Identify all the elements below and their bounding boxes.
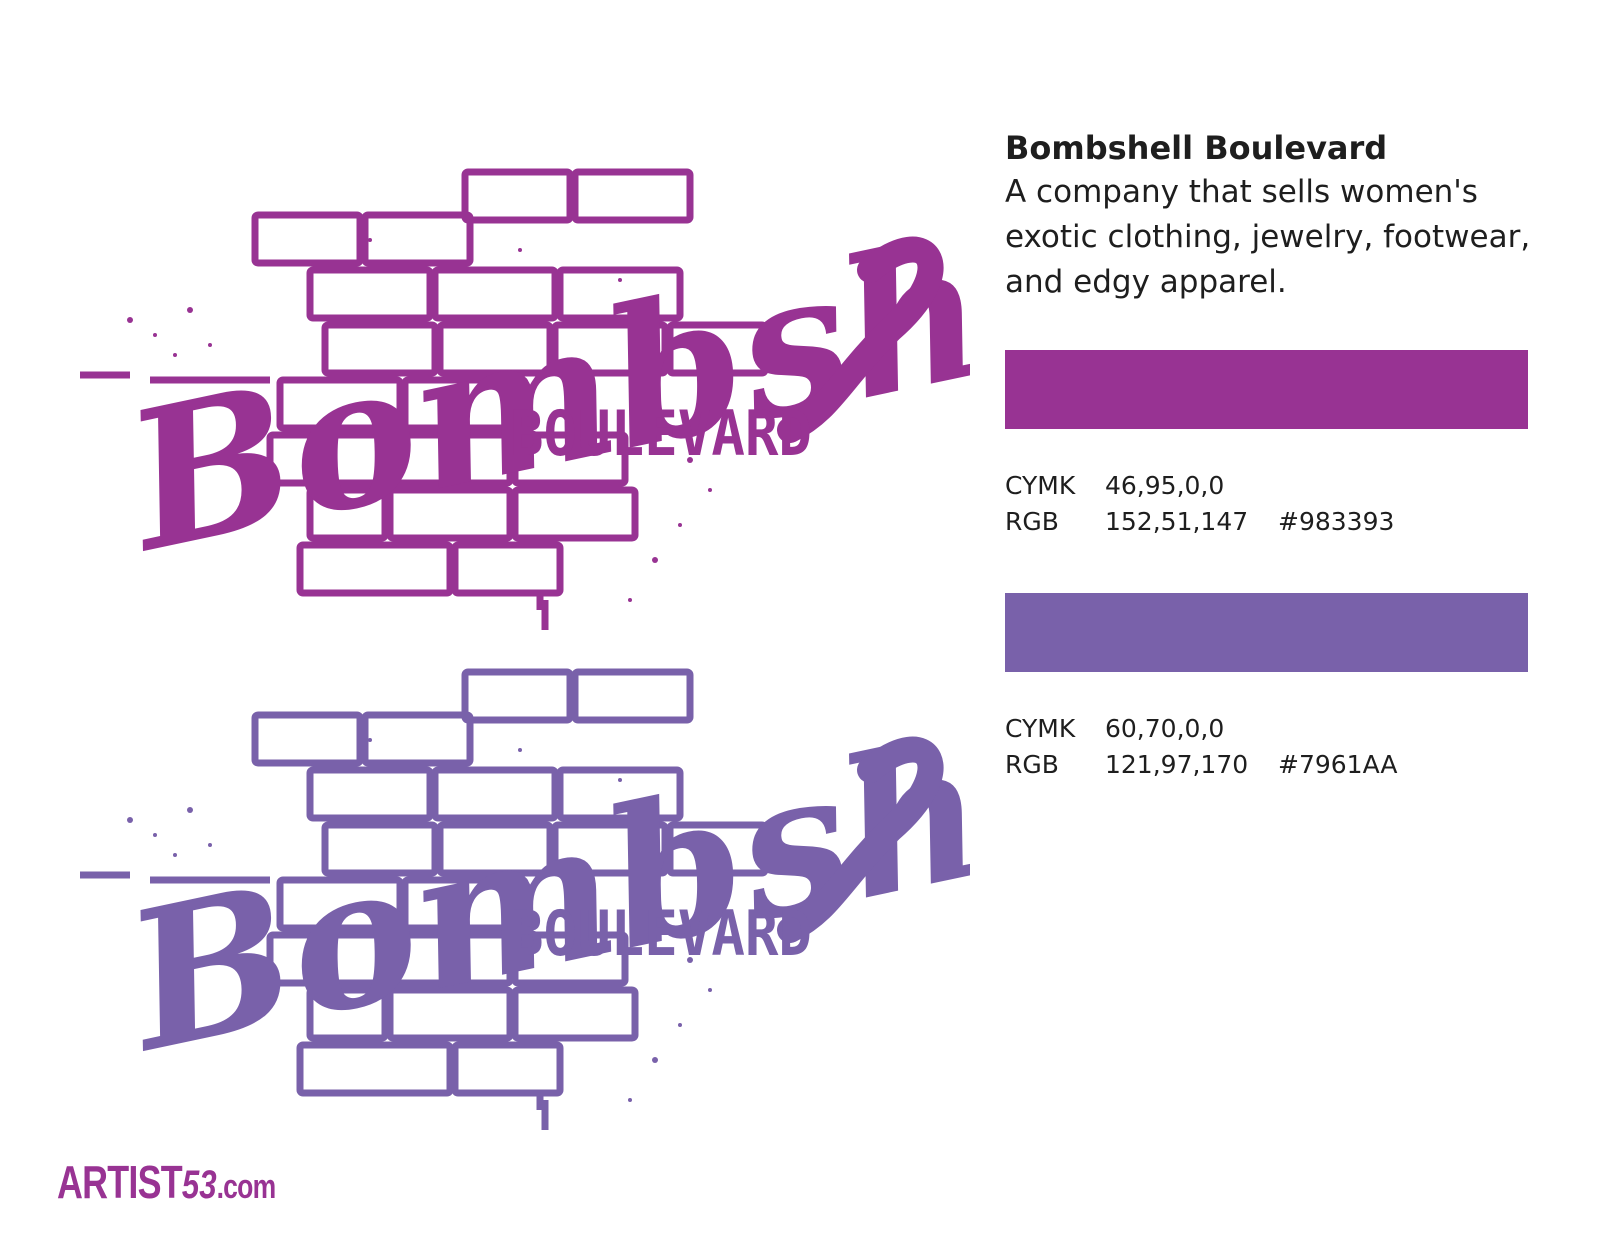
rgb-value: 152,51,147	[1105, 507, 1249, 536]
brand-info: Bombshell Boulevard A company that sells…	[1005, 126, 1565, 305]
rgb-label: RGB	[1005, 507, 1059, 536]
footer-logo-number: 53	[181, 1163, 217, 1207]
brick-wall-logo-violet: Bombshell BOULEVARD	[80, 641, 970, 1130]
color-swatch-primary	[1005, 350, 1528, 429]
logo-sub-text: BOULEVARD	[510, 897, 812, 970]
cymk-value: 46,95,0,0	[1105, 471, 1225, 500]
cymk-label: CYMK	[1005, 714, 1076, 743]
logo-magenta: Bombshell BOULEVARD	[70, 130, 970, 630]
brand-name: Bombshell Boulevard	[1005, 129, 1388, 167]
artist53-logo: ARTIST53.com	[57, 1155, 277, 1209]
hex-value: #983393	[1278, 507, 1395, 536]
hex-value: #7961AA	[1278, 750, 1398, 779]
logo-sub-text: BOULEVARD	[510, 397, 812, 470]
rgb-label: RGB	[1005, 750, 1059, 779]
cymk-label: CYMK	[1005, 471, 1076, 500]
rgb-value: 121,97,170	[1105, 750, 1249, 779]
footer-logo-main: ARTIST	[57, 1156, 183, 1208]
footer-logo-suffix: .com	[216, 1168, 277, 1206]
color-swatch-secondary	[1005, 593, 1528, 672]
brick-wall-logo-magenta: Bombshell BOULEVARD	[80, 141, 970, 630]
brand-description: A company that sells women's exotic clot…	[1005, 174, 1531, 300]
cymk-value: 60,70,0,0	[1105, 714, 1225, 743]
logo-violet: Bombshell BOULEVARD	[70, 630, 970, 1130]
